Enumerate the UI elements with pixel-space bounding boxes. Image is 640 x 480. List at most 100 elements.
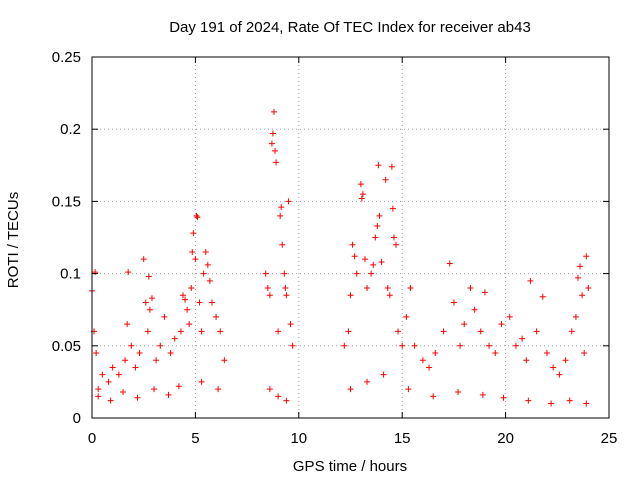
data-point [450, 299, 457, 306]
data-point [269, 130, 276, 137]
data-point [95, 386, 102, 393]
data-point [182, 296, 189, 303]
data-point [375, 162, 382, 169]
data-point [198, 378, 205, 385]
data-point [527, 277, 534, 284]
data-point [142, 299, 149, 306]
data-point [500, 394, 507, 401]
data-point [196, 299, 203, 306]
data-point [134, 394, 141, 401]
data-point [277, 212, 284, 219]
y-tick-label: 0.05 [52, 338, 81, 355]
data-point [99, 371, 106, 378]
data-point [264, 285, 271, 292]
data-point [146, 306, 153, 313]
data-point [389, 205, 396, 212]
data-point [132, 364, 139, 371]
data-point [262, 270, 269, 277]
data-point [144, 328, 151, 335]
data-point [272, 147, 279, 154]
data-point [399, 342, 406, 349]
data-point [390, 234, 397, 241]
data-point [486, 342, 493, 349]
data-point [548, 400, 555, 407]
data-point [376, 212, 383, 219]
data-point [430, 393, 437, 400]
data-point [171, 335, 178, 342]
data-point [208, 299, 215, 306]
data-point [109, 364, 116, 371]
data-point [358, 195, 365, 202]
data-point [364, 285, 371, 292]
data-point [566, 397, 573, 404]
data-point [193, 212, 200, 219]
x-axis-label: GPS time / hours [293, 458, 407, 475]
data-point [380, 371, 387, 378]
data-point [461, 321, 468, 328]
data-point [419, 357, 426, 364]
data-point [351, 253, 358, 260]
data-point [221, 357, 228, 364]
data-point [107, 397, 114, 404]
data-point [283, 397, 290, 404]
data-point [125, 269, 132, 276]
y-tick-labels: 0 0.05 0.1 0.15 0.2 0.25 [52, 49, 81, 427]
data-point [432, 350, 439, 357]
data-point [357, 181, 364, 188]
data-point [353, 270, 360, 277]
data-point [347, 292, 354, 299]
data-point [189, 248, 196, 255]
data-point [539, 293, 546, 300]
data-point [349, 241, 356, 248]
data-point [543, 350, 550, 357]
data-point [403, 313, 410, 320]
data-point [512, 342, 519, 349]
data-point [215, 386, 222, 393]
data-point [128, 342, 135, 349]
data-point [374, 222, 381, 229]
x-tick-labels: 0 5 10 15 20 25 [88, 430, 618, 447]
x-tick-label: 15 [394, 430, 411, 447]
data-point [186, 321, 193, 328]
data-point [581, 350, 588, 357]
data-point [115, 371, 122, 378]
data-point [194, 214, 201, 221]
data-point [148, 295, 155, 302]
data-point [345, 328, 352, 335]
data-point [188, 285, 195, 292]
data-point [477, 328, 484, 335]
data-point [278, 204, 285, 211]
x-tick-label: 0 [88, 430, 96, 447]
data-point [151, 386, 158, 393]
data-point [200, 270, 207, 277]
data-point [455, 389, 462, 396]
data-point [392, 241, 399, 248]
data-point [577, 263, 584, 270]
data-point [266, 292, 273, 299]
data-point [550, 364, 557, 371]
data-point [574, 274, 581, 281]
data-point [378, 259, 385, 266]
data-point [275, 393, 282, 400]
data-point [179, 292, 186, 299]
data-point [161, 313, 168, 320]
data-point [498, 321, 505, 328]
data-point [533, 328, 540, 335]
data-point [192, 256, 199, 263]
data-point [426, 364, 433, 371]
data-point [157, 342, 164, 349]
data-point [198, 328, 205, 335]
data-point [384, 285, 391, 292]
data-point [382, 176, 389, 183]
data-point [105, 378, 112, 385]
data-point [153, 357, 160, 364]
data-point [446, 260, 453, 267]
data-point [583, 400, 590, 407]
x-tick-label: 10 [290, 430, 307, 447]
data-point [370, 261, 377, 268]
chart-title: Day 191 of 2024, Rate Of TEC Index for r… [169, 19, 531, 36]
data-point [184, 306, 191, 313]
data-point [285, 198, 292, 205]
data-point [457, 342, 464, 349]
